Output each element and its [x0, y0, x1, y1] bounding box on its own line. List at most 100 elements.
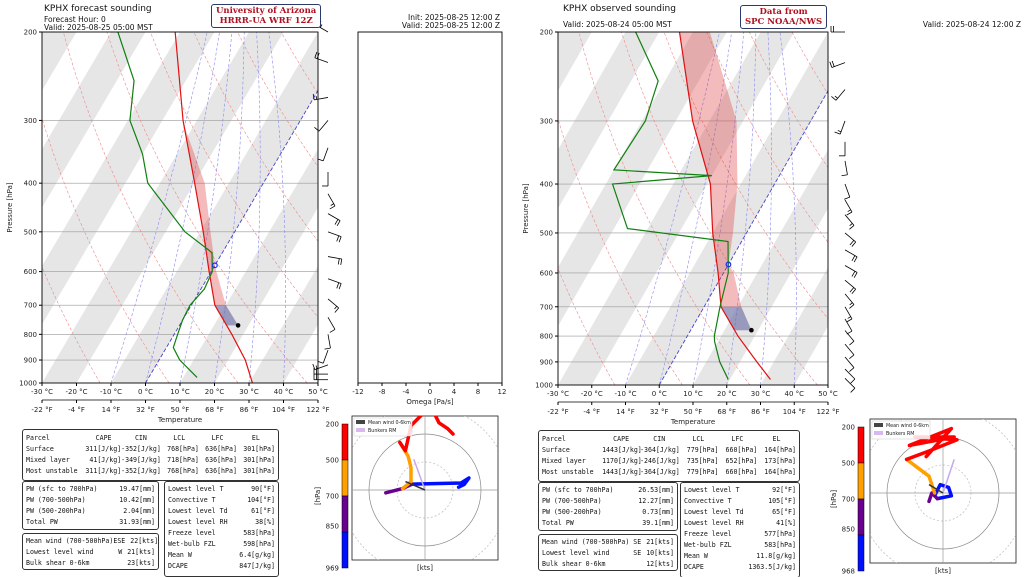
hodograph-trace [904, 457, 937, 495]
x-tick-label-f: 14 °F [102, 406, 121, 414]
thermo-row: Convective T 105[°F] [681, 495, 799, 506]
wind-barb [322, 171, 329, 187]
thermo-row: Mean W 6.4[g/kg] [165, 549, 278, 560]
wind-barb [841, 160, 848, 177]
wind-speed: 22[kts] [130, 536, 159, 545]
hodograph-area [352, 416, 498, 560]
x-tick-label-c: 40 °C [784, 390, 804, 398]
thermo-value: 598[hPa] [243, 539, 275, 548]
colorbar-tick-label: 700 [326, 493, 339, 501]
x-tick-label-f: -22 °F [547, 408, 568, 416]
wind-barb [317, 147, 329, 162]
parcel-cell: Most unstable [26, 466, 78, 475]
dry-adiabat [748, 32, 828, 169]
thermo-value: 583[hPa] [243, 528, 275, 537]
thermo-row: Wet-bulb FZL 583[hPa] [681, 539, 799, 550]
barb-staff [844, 343, 855, 356]
wind-speed: 12[kts] [646, 559, 674, 568]
zero-isotherm [145, 89, 318, 383]
barb-feather [850, 387, 856, 393]
colorbar-segment [341, 423, 349, 461]
barb-staff [314, 57, 329, 63]
left-init-time: Init: 2025-08-25 12:00 Z [407, 13, 500, 22]
parcel-header: CAPE [613, 434, 630, 443]
pw-value: 12.27[mm] [638, 496, 674, 505]
legend-swatch-bunkers [874, 431, 883, 435]
thermo-label: Lowest level Td [684, 507, 744, 516]
hodograph-y-label: [hPa] [314, 487, 322, 505]
parcel-header: EL [772, 434, 781, 443]
barb-feather [316, 52, 320, 59]
x-tick-label-f: 50 °F [171, 406, 190, 414]
pw-label: PW (500-200hPa) [26, 506, 86, 515]
pw-row: Total PW 31.93[mm] [23, 516, 158, 527]
pw-row: PW (sfc to 700hPa) 19.47[mm] [23, 483, 158, 494]
left-valid-utc: Valid: 2025-08-25 12:00 Z [401, 21, 500, 30]
parcel-cell: 652[hPa] [725, 456, 758, 465]
isotherm-band [693, 149, 828, 385]
barb-staff [322, 349, 329, 364]
parcel-cell: Mixed layer [26, 455, 70, 464]
barb-feather [314, 126, 320, 132]
barb-feather [853, 256, 858, 263]
x-tick-label-f: 86 °F [751, 408, 770, 416]
legend-label-bunkers: Bunkers RM [368, 428, 396, 434]
wind-table: Mean wind (700-500hPa) ESE 22[kts] Lowest l… [22, 533, 159, 570]
barb-feather [846, 211, 853, 216]
barb-feather [329, 329, 336, 333]
wind-row: Mean wind (700-500hPa) SE 21[kts] [539, 536, 677, 547]
x-tick-label-c: 10 °C [170, 388, 190, 396]
plot-area [42, 32, 318, 383]
wind-barb [327, 213, 341, 227]
barb-feather [849, 354, 855, 360]
barb-staff [844, 160, 848, 175]
hodograph-trace [932, 482, 954, 501]
x-tick-label-c: 20 °C [717, 390, 737, 398]
wind-barb [844, 356, 855, 372]
dewpoint-line [117, 32, 213, 378]
dry-adiabat [558, 267, 616, 385]
parcel-cell: 1170[J/kg] [602, 456, 642, 465]
zero-isotherm [658, 89, 828, 385]
hodograph-legend [871, 420, 931, 440]
y-tick-label: 600 [540, 269, 553, 277]
x-axis-label: Temperature [670, 418, 715, 426]
freezing-level-marker [725, 261, 732, 268]
parcel-cell: Mixed layer [542, 456, 586, 465]
parcel-cell: 1443[J/kg] [602, 467, 642, 476]
y-tick-label: 500 [540, 229, 553, 237]
parcel-cell: 311[J/kg] [85, 444, 122, 453]
wind-label: Mean wind (700-500hPa) [542, 537, 630, 546]
x-tick-label-c: -20 °C [581, 390, 603, 398]
parcel-row: Surface 311[J/kg] -352[J/kg] 768[hPa] 636[hP… [23, 443, 278, 454]
dry-adiabat [106, 32, 308, 383]
y-tick-label: 300 [540, 117, 553, 125]
pw-row: PW (500-200hPa) 2.04[mm] [23, 505, 158, 516]
moist-adiabat [779, 32, 797, 385]
pw-value: 39.1[mm] [642, 518, 674, 527]
barb-feather [336, 220, 341, 227]
isotherm-band [42, 32, 146, 208]
colorbar-tick-label: 969 [326, 565, 339, 573]
wind-speed: 21[kts] [646, 537, 674, 546]
colorbar-segment [857, 498, 865, 536]
x-tick-label-c: -30 °C [547, 390, 569, 398]
thermo-label: Wet-bulb FZL [168, 539, 216, 548]
parcel-row: Mixed layer 1170[J/kg] -246[J/kg] 735[hPa] 6… [539, 455, 799, 466]
wind-row: Lowest level wind W 21[kts] [23, 546, 158, 557]
y-tick-label: 700 [540, 303, 553, 311]
parcel-cell: 660[hPa] [725, 467, 758, 476]
barb-feather [834, 131, 841, 135]
barb-feather [850, 378, 856, 384]
x-tick-label-f: 122 °F [816, 408, 839, 416]
wind-row: Bulk shear 0-6km 23[kts] [23, 557, 158, 568]
barb-feather [849, 240, 855, 246]
right-skewt: 200 300 400 500 600 700 800 900 1000-30 °C -20 °C… [451, 26, 858, 426]
dry-adiabat [451, 32, 547, 385]
thermo-value: 90[°F] [251, 484, 275, 493]
wind-label: Lowest level wind [26, 547, 94, 556]
barb-feather [851, 271, 856, 277]
barb-feather [851, 241, 857, 247]
colorbar-segment [857, 462, 865, 500]
dry-adiabat [578, 32, 751, 385]
